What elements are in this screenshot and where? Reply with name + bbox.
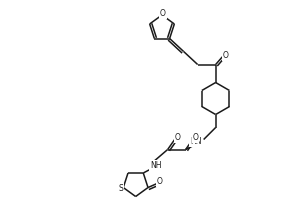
- Text: NH: NH: [150, 161, 161, 170]
- Text: O: O: [175, 133, 181, 142]
- Text: O: O: [157, 177, 163, 186]
- Text: O: O: [193, 133, 199, 142]
- Text: S: S: [119, 184, 124, 193]
- Text: HN: HN: [190, 137, 202, 146]
- Text: O: O: [223, 51, 229, 60]
- Text: O: O: [160, 9, 166, 19]
